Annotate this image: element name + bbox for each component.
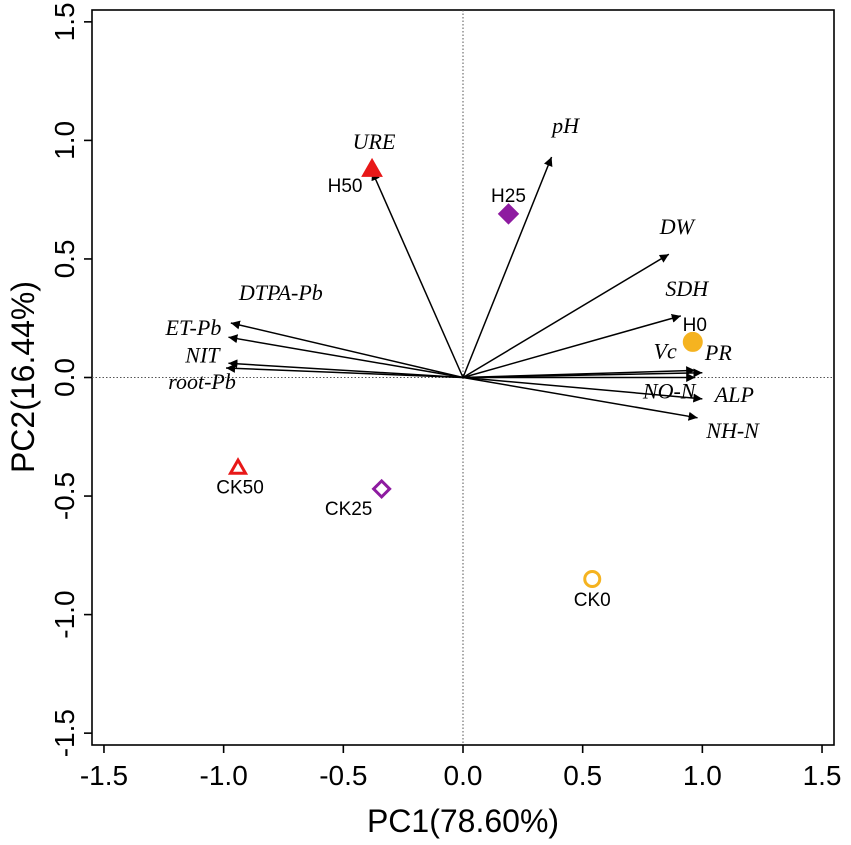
x-tick-label: 1.0 bbox=[683, 760, 722, 791]
loading-arrow-ph bbox=[462, 156, 553, 378]
loading-vectors: URE pH DW SDH Vc PR NO-N ALP NH-N DTPA-Pb ET-PbNIT… bbox=[165, 113, 761, 443]
loading-arrow-dtpa-pb bbox=[230, 320, 464, 379]
y-tick-label: -0.5 bbox=[49, 472, 80, 520]
loading-arrow-ure bbox=[371, 170, 464, 378]
loading-label-no-n: NO-N bbox=[642, 379, 697, 404]
x-tick-label: 0.5 bbox=[563, 760, 602, 791]
y-tick-label: 1.0 bbox=[49, 121, 80, 160]
sample-label-h25: H25 bbox=[491, 186, 526, 207]
x-tick-label: -1.0 bbox=[200, 760, 248, 791]
loading-label-nh-n: NH-N bbox=[705, 418, 760, 443]
sample-label-h50: H50 bbox=[328, 176, 363, 197]
loading-arrow-pr bbox=[462, 368, 703, 379]
x-axis-title: PC1(78.60%) bbox=[367, 803, 559, 839]
sample-label-ck0: CK0 bbox=[574, 590, 611, 611]
x-tick-label: 1.5 bbox=[803, 760, 842, 791]
loading-arrow-sdh bbox=[462, 313, 682, 379]
loading-arrow-dw bbox=[462, 253, 670, 379]
sample-point-h0 bbox=[682, 331, 703, 352]
sample-label-ck25: CK25 bbox=[325, 499, 373, 520]
loading-label-pr: PR bbox=[704, 340, 732, 365]
loading-label-et-pb: ET-Pb bbox=[165, 315, 222, 340]
sample-label-h0: H0 bbox=[683, 315, 707, 336]
loading-label-ure: URE bbox=[353, 129, 396, 154]
sample-point-h25 bbox=[497, 203, 520, 225]
loading-arrow-root-pb bbox=[226, 363, 464, 379]
y-tick-label: 0.0 bbox=[49, 358, 80, 397]
loading-label-dw: DW bbox=[659, 214, 696, 239]
y-axis: -1.5 -1.0 -0.5 0.0 0.5 1.0 1.5 bbox=[49, 2, 92, 757]
loading-arrow-alp bbox=[462, 376, 703, 403]
x-tick-label: -0.5 bbox=[319, 760, 367, 791]
sample-points: H0 H25 H50 CK0 CK25 CK50 bbox=[216, 157, 707, 611]
y-tick-label: 0.5 bbox=[49, 239, 80, 278]
sample-point-ck25 bbox=[371, 478, 392, 500]
y-tick-label: -1.5 bbox=[49, 709, 80, 757]
loading-label-sdh: SDH bbox=[665, 276, 709, 301]
loading-label-ph: pH bbox=[550, 113, 580, 138]
x-tick-label: 0.0 bbox=[444, 760, 483, 791]
sample-point-h50 bbox=[361, 157, 383, 177]
loading-arrow-nit bbox=[228, 359, 464, 379]
loading-label-alp: ALP bbox=[713, 382, 754, 407]
y-tick-label: 1.5 bbox=[49, 2, 80, 41]
y-axis-title: PC2(16.44%) bbox=[5, 281, 41, 473]
sample-point-ck0 bbox=[583, 570, 602, 589]
y-tick-label: -1.0 bbox=[49, 590, 80, 638]
loading-arrow-et-pb bbox=[228, 334, 464, 379]
loading-label-root-pb: root-Pb bbox=[168, 369, 236, 394]
loading-label-nit: NIT bbox=[184, 342, 221, 367]
loading-arrow-nh-n bbox=[462, 376, 698, 421]
sample-point-ck50 bbox=[227, 457, 249, 475]
loading-label-vc: Vc bbox=[654, 338, 677, 363]
x-axis: -1.5 -1.0 -0.5 0.0 0.5 1.0 1.5 bbox=[80, 745, 842, 791]
x-tick-label: -1.5 bbox=[80, 760, 128, 791]
loading-label-dtpa-pb: DTPA-Pb bbox=[238, 280, 323, 305]
sample-label-ck50: CK50 bbox=[216, 478, 264, 499]
